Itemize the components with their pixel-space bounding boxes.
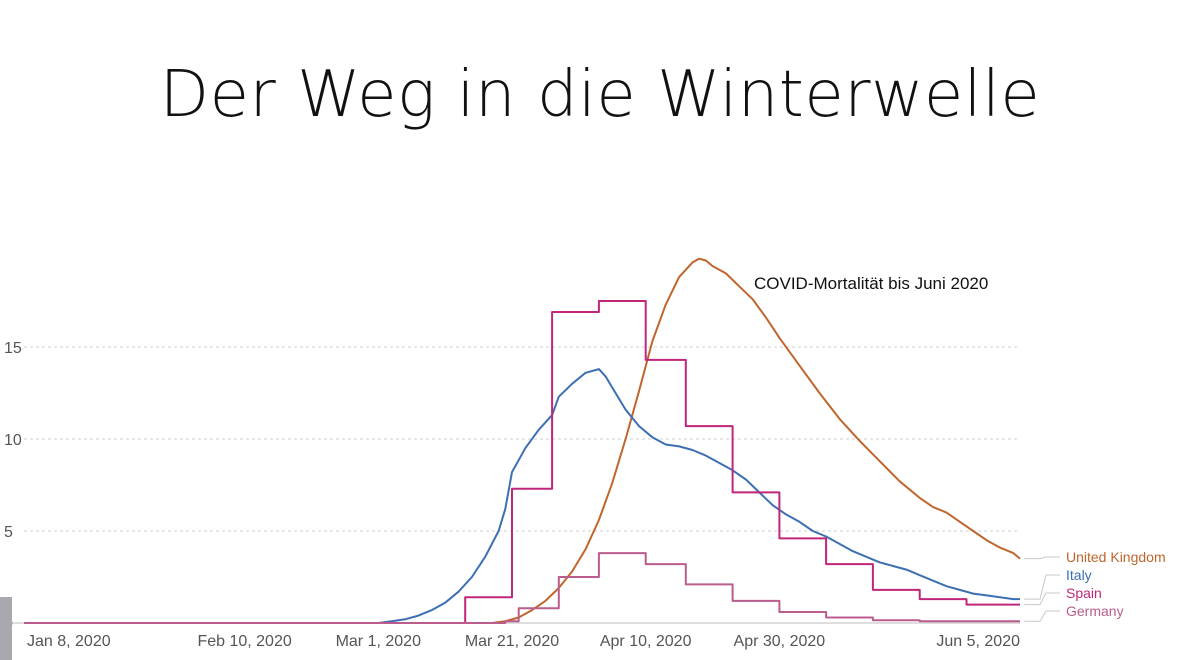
series-line-germany bbox=[24, 552, 1020, 624]
x-tick-label: Feb 10, 2020 bbox=[197, 633, 291, 650]
legend-leader-germany bbox=[1024, 610, 1060, 622]
y-axis-ticks: 051015 bbox=[4, 340, 22, 633]
legend-leader-spain bbox=[1024, 592, 1060, 606]
series-line-spain bbox=[24, 300, 1020, 624]
legend-leader-united-kingdom bbox=[1024, 556, 1060, 560]
x-tick-label: Mar 21, 2020 bbox=[465, 633, 559, 650]
legend: United Kingdom Italy Spain Germany bbox=[1024, 549, 1166, 622]
legend-label-germany: Germany bbox=[1066, 603, 1124, 619]
legend-label-italy: Italy bbox=[1066, 567, 1092, 583]
slide-title: Der Weg in die Winterwelle bbox=[159, 58, 1041, 132]
legend-label-spain: Spain bbox=[1066, 585, 1102, 601]
x-tick-label: Apr 30, 2020 bbox=[734, 633, 826, 650]
legend-leader-italy bbox=[1024, 574, 1060, 600]
x-axis-ticks: Jan 8, 2020 Feb 10, 2020 Mar 1, 2020 Mar 21… bbox=[27, 633, 1020, 650]
x-tick-label: Jan 8, 2020 bbox=[27, 633, 111, 650]
chart-title: COVID-Mortalität bis Juni 2020 bbox=[754, 274, 988, 293]
x-tick-label: Jun 5, 2020 bbox=[936, 633, 1020, 650]
series-line-united-kingdom bbox=[24, 257, 1021, 624]
series-lines bbox=[24, 257, 1021, 624]
legend-label-united-kingdom: United Kingdom bbox=[1066, 549, 1166, 565]
series-line-italy bbox=[24, 368, 1020, 624]
x-tick-label: Mar 1, 2020 bbox=[336, 633, 421, 650]
y-tick-label-5: 5 bbox=[4, 524, 13, 541]
y-tick-label-15: 15 bbox=[4, 340, 22, 357]
side-edge-bar bbox=[0, 597, 12, 660]
x-tick-label: Apr 10, 2020 bbox=[600, 633, 692, 650]
y-tick-label-10: 10 bbox=[4, 432, 22, 449]
